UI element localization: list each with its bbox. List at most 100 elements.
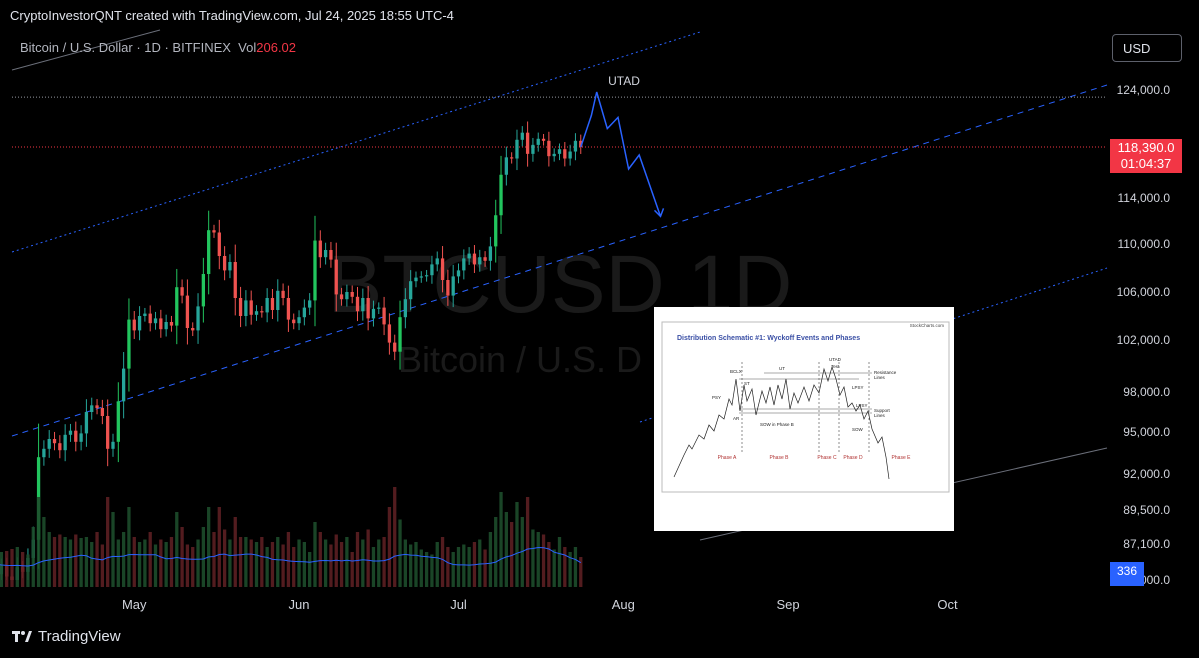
volume-bar <box>238 537 243 587</box>
symbol-legend: Bitcoin / U.S. Dollar · 1D · BITFINEX Vo… <box>20 40 296 55</box>
candle <box>483 257 487 261</box>
candle <box>499 174 503 216</box>
y-tick-label: 95,000.0 <box>1123 425 1170 439</box>
candle <box>159 318 163 330</box>
volume-bar <box>409 544 413 587</box>
volume-bar <box>249 539 253 587</box>
candle <box>201 274 206 307</box>
volume-bar <box>63 537 67 587</box>
candle <box>286 298 291 320</box>
volume-bar <box>308 552 312 587</box>
volume-bar <box>207 507 211 587</box>
y-tick-label: 102,000.0 <box>1117 333 1171 347</box>
volume-bar <box>557 537 562 587</box>
candle <box>42 448 46 458</box>
candle <box>510 157 514 159</box>
volume-bar <box>84 537 89 587</box>
volume-bar <box>541 534 546 587</box>
candle <box>111 441 115 449</box>
candle <box>249 300 253 315</box>
volume-bar <box>90 542 94 587</box>
candle <box>446 280 450 296</box>
volume-bar <box>568 552 572 587</box>
candle <box>175 287 179 326</box>
currency-button[interactable]: USD <box>1112 34 1182 62</box>
wyckoff-event-label: AR <box>733 416 740 421</box>
candle <box>222 256 227 271</box>
candle <box>377 307 381 309</box>
candle <box>207 230 211 274</box>
candle <box>238 298 243 316</box>
candle <box>398 317 402 352</box>
wyckoff-phase-label: Phase B <box>770 455 790 461</box>
wyckoff-event-label: SOW <box>852 427 864 432</box>
candle <box>302 307 307 318</box>
volume-bar <box>254 542 259 587</box>
channel-mid-line <box>11 84 1108 437</box>
candle <box>276 290 280 310</box>
volume-bar <box>456 547 461 587</box>
wyckoff-event-label: LPSY <box>856 403 868 408</box>
volume-bar <box>127 507 131 587</box>
volume-bar <box>467 547 471 587</box>
bar-countdown: 01:04:37 <box>1120 156 1172 171</box>
wyckoff-event-label: Lines <box>874 413 886 418</box>
volume-bar <box>58 534 62 587</box>
candle <box>265 298 269 313</box>
candle <box>419 276 423 278</box>
candle <box>531 144 535 154</box>
x-tick-label: Sep <box>776 597 799 612</box>
candle <box>515 139 519 159</box>
candle <box>573 140 578 152</box>
candle <box>557 149 562 154</box>
candle <box>196 306 200 331</box>
candle <box>74 430 78 442</box>
volume-bar <box>74 534 78 587</box>
inset-site: StockCharts.com <box>910 323 945 328</box>
candle <box>350 292 354 297</box>
candle <box>233 262 237 298</box>
candle <box>579 140 583 147</box>
volume-bar <box>371 547 376 587</box>
wyckoff-phase-label: Phase C <box>817 455 837 461</box>
candle <box>520 132 524 140</box>
volume-bar <box>68 539 73 587</box>
wyckoff-event-label: UTAD <box>829 357 842 362</box>
candle <box>382 307 386 325</box>
candle <box>95 405 99 408</box>
volume-bar <box>377 539 381 587</box>
candle <box>47 439 51 449</box>
volume-bar <box>42 517 46 587</box>
candle <box>164 322 168 330</box>
volume-label: Vol <box>238 40 257 55</box>
footer-brand[interactable]: TradingView <box>12 628 121 645</box>
volume-bar <box>488 532 493 587</box>
volume-bar <box>111 512 115 587</box>
watermark-name: Bitcoin / U.S. D <box>398 339 642 380</box>
volume-bar <box>244 537 248 587</box>
volume-bar <box>180 527 184 587</box>
volume-bar <box>302 542 307 587</box>
y-tick-label: 98,000.0 <box>1123 385 1170 399</box>
volume-bar <box>393 487 397 587</box>
volume-bar <box>286 532 291 587</box>
y-tick-label: 92,000.0 <box>1123 467 1170 481</box>
volume-bar <box>10 549 14 587</box>
candle <box>68 430 73 435</box>
wyckoff-event-label: PSY <box>712 395 721 400</box>
candle <box>366 298 370 319</box>
y-tick-label: 106,000.0 <box>1117 285 1171 299</box>
volume-bar <box>361 539 365 587</box>
wyckoff-schematic: StockCharts.com Distribution Schematic #1… <box>661 321 950 493</box>
candle <box>260 311 264 313</box>
volume-bar <box>281 544 285 587</box>
y-tick-label: 87,100.0 <box>1123 537 1170 551</box>
volume-bar <box>265 547 269 587</box>
volume-bar <box>446 547 450 587</box>
volume-bar <box>0 552 4 587</box>
volume-bar <box>169 537 174 587</box>
volume-bar <box>164 542 168 587</box>
volume-bar <box>121 532 126 587</box>
x-tick-label: Aug <box>612 597 635 612</box>
